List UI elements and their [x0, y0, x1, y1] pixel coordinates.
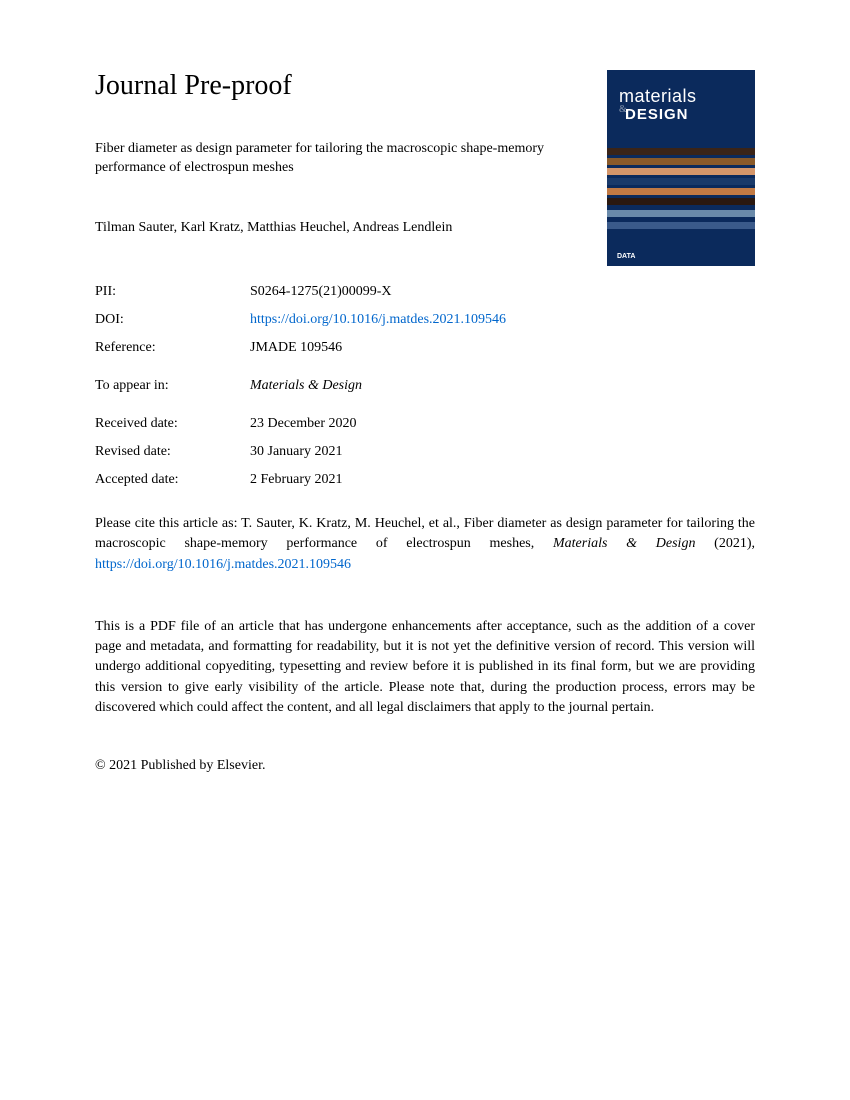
- metadata-table: PII: S0264-1275(21)00099-X DOI: https://…: [95, 284, 755, 488]
- header-left: Journal Pre-proof Fiber diameter as desi…: [95, 70, 607, 256]
- cover-title-2: DESIGN: [625, 106, 689, 123]
- accepted-label: Accepted date:: [95, 472, 250, 488]
- journal-cover: materials & DESIGN DATA: [607, 70, 755, 266]
- cover-data-label: DATA: [617, 253, 635, 260]
- citation-year: (2021),: [695, 536, 755, 551]
- doi-label: DOI:: [95, 312, 250, 328]
- appear-label: To appear in:: [95, 378, 250, 394]
- page-heading: Journal Pre-proof: [95, 70, 577, 102]
- meta-row-accepted: Accepted date: 2 February 2021: [95, 472, 755, 488]
- pii-label: PII:: [95, 284, 250, 300]
- reference-label: Reference:: [95, 340, 250, 356]
- meta-row-appear: To appear in: Materials & Design: [95, 378, 755, 394]
- disclaimer-text: This is a PDF file of an article that ha…: [95, 617, 755, 718]
- meta-row-pii: PII: S0264-1275(21)00099-X: [95, 284, 755, 300]
- revised-value: 30 January 2021: [250, 444, 755, 460]
- cover-title-1: materials: [619, 86, 697, 107]
- header-row: Journal Pre-proof Fiber diameter as desi…: [95, 70, 755, 266]
- meta-row-revised: Revised date: 30 January 2021: [95, 444, 755, 460]
- accepted-value: 2 February 2021: [250, 472, 755, 488]
- meta-row-received: Received date: 23 December 2020: [95, 416, 755, 432]
- copyright-text: © 2021 Published by Elsevier.: [95, 758, 755, 774]
- revised-label: Revised date:: [95, 444, 250, 460]
- citation-doi-link[interactable]: https://doi.org/10.1016/j.matdes.2021.10…: [95, 557, 351, 572]
- pii-value: S0264-1275(21)00099-X: [250, 284, 755, 300]
- appear-value: Materials & Design: [250, 378, 755, 394]
- citation-journal: Materials & Design: [553, 536, 695, 551]
- cover-art: [607, 148, 755, 238]
- reference-value: JMADE 109546: [250, 340, 755, 356]
- doi-link[interactable]: https://doi.org/10.1016/j.matdes.2021.10…: [250, 312, 506, 327]
- citation-text: Please cite this article as: T. Sauter, …: [95, 514, 755, 575]
- received-label: Received date:: [95, 416, 250, 432]
- authors: Tilman Sauter, Karl Kratz, Matthias Heuc…: [95, 220, 577, 236]
- received-value: 23 December 2020: [250, 416, 755, 432]
- meta-row-doi: DOI: https://doi.org/10.1016/j.matdes.20…: [95, 312, 755, 328]
- meta-row-reference: Reference: JMADE 109546: [95, 340, 755, 356]
- article-title: Fiber diameter as design parameter for t…: [95, 140, 577, 178]
- doi-value: https://doi.org/10.1016/j.matdes.2021.10…: [250, 312, 755, 328]
